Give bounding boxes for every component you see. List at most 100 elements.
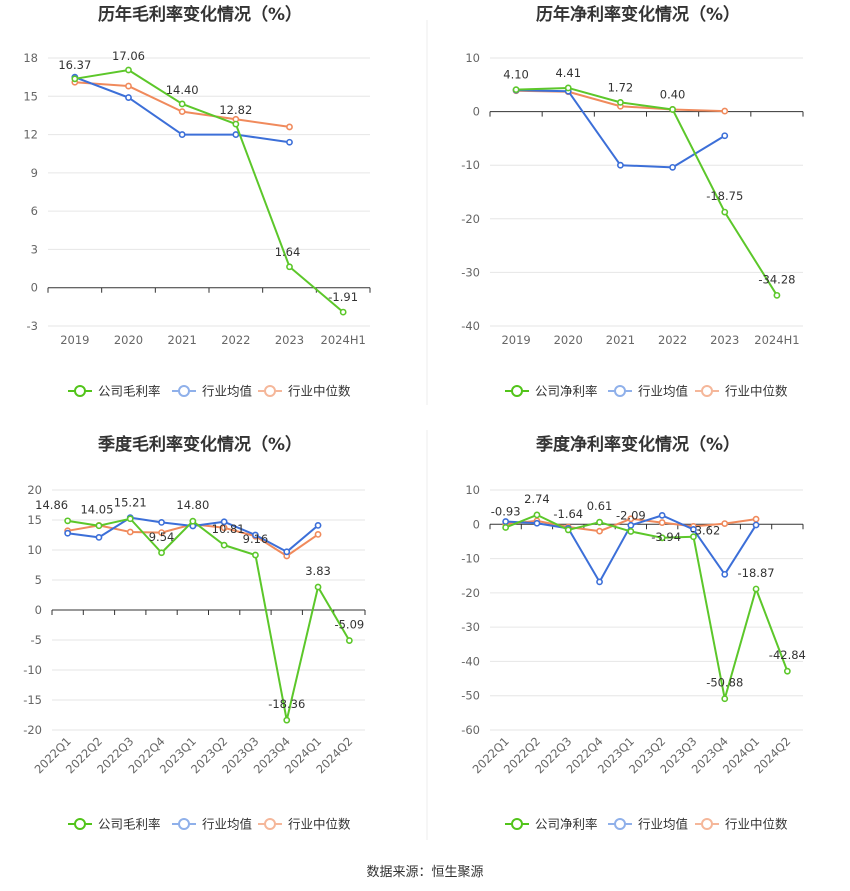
data-label: 16.37: [58, 58, 91, 72]
data-label: 9.16: [243, 532, 269, 546]
data-label: 0.40: [660, 87, 686, 101]
x-tick-label: 2022: [658, 333, 687, 347]
legend-label: 行业均值: [638, 817, 688, 832]
data-point-company: [627, 528, 635, 535]
data-label: 14.40: [166, 83, 199, 97]
y-tick-label: -10: [461, 158, 480, 172]
data-point-company: [286, 263, 293, 271]
y-tick-label: -5: [31, 633, 42, 647]
data-point-industry-average: [314, 522, 322, 529]
data-label: 1.64: [275, 245, 301, 259]
data-point-industry-average: [721, 132, 729, 140]
data-point-industry-median: [126, 528, 134, 536]
chart-title: 季度毛利率变化情况（%）: [98, 434, 302, 455]
x-tick-label: 2020: [554, 333, 583, 347]
data-label: -0.93: [491, 504, 521, 518]
data-point-industry-median: [220, 524, 228, 532]
data-point-industry-median: [286, 123, 293, 131]
data-source-text: 数据来源：恒生聚源: [366, 865, 483, 880]
y-tick-label: 15: [23, 89, 38, 103]
chart-1: 历年毛利率变化情况（%） 18 15 12 9 6 3 0 -3 2019 2020 2021 2022…: [23, 4, 371, 399]
data-point-industry-average: [658, 511, 666, 519]
data-point-industry-average: [617, 161, 624, 169]
series-line-company: [516, 86, 778, 296]
data-label: -18.87: [738, 566, 775, 580]
legend-marker: [701, 385, 713, 397]
x-tick-label: 2020: [114, 333, 143, 347]
data-label: 4.10: [503, 68, 529, 82]
data-point-company: [64, 517, 72, 525]
data-point-company: [283, 716, 291, 724]
data-point-industry-median: [178, 108, 186, 115]
legend-label: 行业均值: [638, 384, 688, 399]
data-label: 3.83: [305, 564, 331, 578]
y-tick-label: 10: [465, 51, 480, 65]
data-label: -18.75: [706, 189, 743, 203]
data-point-company: [669, 106, 676, 113]
data-point-company: [178, 100, 186, 108]
legend-marker: [74, 818, 86, 830]
legend-label: 行业中位数: [288, 384, 351, 399]
y-tick-label: 3: [31, 242, 38, 256]
chart-3: 季度毛利率变化情况（%）20151050-5-10-15-202022Q1202…: [23, 434, 366, 832]
y-tick-label: 12: [23, 128, 38, 142]
legend-marker: [178, 385, 190, 397]
data-point-industry-average: [533, 519, 541, 527]
x-tick-label: 2024H1: [321, 333, 366, 347]
y-tick-label: 0: [31, 281, 38, 295]
data-point-company: [658, 534, 666, 542]
x-tick-label: 2019: [501, 333, 530, 347]
legend-label: 行业中位数: [725, 817, 788, 832]
x-tick-label: 2023: [710, 333, 739, 347]
legend-marker: [178, 818, 190, 830]
data-label: 2.74: [524, 492, 550, 506]
data-point-company: [71, 75, 79, 83]
data-point-industry-average: [283, 548, 291, 556]
legend-label: 行业中位数: [288, 817, 351, 832]
data-point-industry-average: [158, 519, 165, 526]
series-line-company: [505, 513, 789, 700]
data-point-company: [189, 517, 197, 525]
legend-marker: [74, 385, 86, 397]
data-label: -1.91: [328, 290, 358, 304]
data-label: -2.09: [616, 508, 646, 522]
data-point-industry-average: [286, 138, 293, 146]
chart-title: 历年净利率变化情况（%）: [536, 4, 740, 25]
data-point-company: [314, 583, 322, 591]
y-tick-label: 0: [473, 517, 480, 531]
data-point-company: [220, 541, 228, 549]
chart-2: 历年净利率变化情况（%） 10 0 -10 -20 -30 -40 2019 2020 2021 2…: [461, 4, 804, 399]
data-label: 14.80: [176, 498, 209, 512]
y-tick-label: 6: [31, 204, 38, 218]
y-tick-label: 15: [27, 513, 42, 527]
legend-label: 行业均值: [202, 817, 252, 832]
data-point-industry-average: [752, 521, 760, 529]
y-tick-label: 5: [35, 573, 42, 587]
data-point-company: [533, 511, 541, 519]
data-point-industry-median: [752, 515, 760, 523]
data-point-company: [95, 522, 103, 530]
y-tick-label: -50: [461, 689, 480, 703]
data-point-company: [617, 98, 624, 106]
legend-marker: [614, 385, 626, 397]
data-point-company: [773, 291, 781, 299]
y-tick-label: -20: [461, 212, 480, 226]
data-label: 1.72: [608, 80, 634, 94]
data-label: 4.41: [555, 66, 581, 80]
data-point-company: [232, 120, 240, 128]
data-point-industry-average: [721, 570, 729, 578]
data-point-industry-median: [658, 519, 666, 526]
legend-marker: [511, 818, 523, 830]
data-point-industry-median: [721, 520, 729, 527]
data-label: 12.82: [219, 103, 252, 117]
y-tick-label: 10: [27, 543, 42, 557]
data-label: -3.62: [691, 524, 721, 538]
data-label: 9.54: [149, 530, 175, 544]
y-tick-label: -40: [461, 654, 480, 668]
series-line-company: [67, 517, 351, 722]
data-label: -50.88: [706, 676, 743, 690]
data-point-industry-average: [125, 94, 132, 101]
y-tick-label: 0: [473, 105, 480, 119]
data-label: -5.09: [334, 618, 364, 632]
y-tick-label: -40: [461, 319, 480, 333]
